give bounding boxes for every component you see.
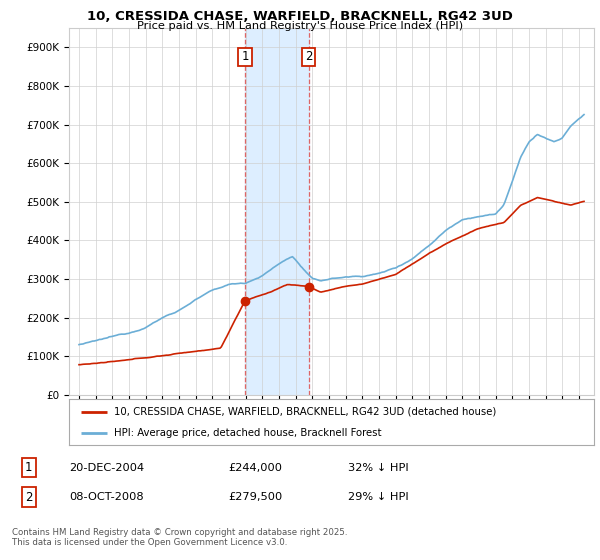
Bar <box>245 28 308 395</box>
Text: 08-OCT-2008: 08-OCT-2008 <box>69 492 143 502</box>
Text: HPI: Average price, detached house, Bracknell Forest: HPI: Average price, detached house, Brac… <box>113 428 381 438</box>
Text: 10, CRESSIDA CHASE, WARFIELD, BRACKNELL, RG42 3UD: 10, CRESSIDA CHASE, WARFIELD, BRACKNELL,… <box>87 10 513 23</box>
Text: 32% ↓ HPI: 32% ↓ HPI <box>348 463 409 473</box>
Text: £279,500: £279,500 <box>228 492 282 502</box>
Text: Contains HM Land Registry data © Crown copyright and database right 2025.
This d: Contains HM Land Registry data © Crown c… <box>12 528 347 548</box>
Text: 2: 2 <box>305 50 313 63</box>
Text: 10, CRESSIDA CHASE, WARFIELD, BRACKNELL, RG42 3UD (detached house): 10, CRESSIDA CHASE, WARFIELD, BRACKNELL,… <box>113 407 496 417</box>
Text: Price paid vs. HM Land Registry's House Price Index (HPI): Price paid vs. HM Land Registry's House … <box>137 21 463 31</box>
Text: 29% ↓ HPI: 29% ↓ HPI <box>348 492 409 502</box>
Text: £244,000: £244,000 <box>228 463 282 473</box>
Text: 1: 1 <box>25 461 32 474</box>
Text: 2: 2 <box>25 491 32 504</box>
Text: 1: 1 <box>241 50 249 63</box>
Text: 20-DEC-2004: 20-DEC-2004 <box>69 463 144 473</box>
